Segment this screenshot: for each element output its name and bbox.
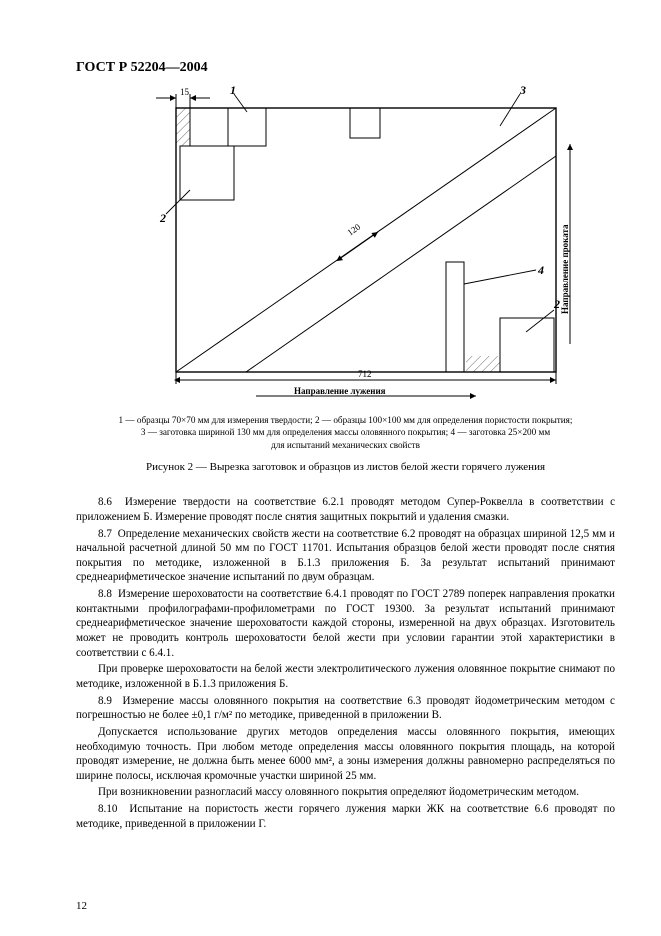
page-number: 12	[76, 900, 87, 912]
dim-diag-label: 120	[345, 221, 362, 237]
body-text: 8.6 Измерение твердости на соответствие …	[76, 495, 615, 831]
dim-15-label: 15	[180, 87, 190, 97]
figure-2: 15 120	[116, 84, 576, 404]
para-8-10: 8.10 Испытание на пористость жести горяч…	[76, 802, 615, 831]
legend-line-2: 3 — заготовка шириной 130 мм для определ…	[141, 427, 550, 437]
para-8-9b: Допускается использование других методов…	[76, 725, 615, 784]
callout-1: 1	[230, 84, 236, 97]
para-8-7: 8.7 Определение механических свойств жес…	[76, 527, 615, 586]
para-8-9: 8.9 Измерение массы оловянного покрытия …	[76, 694, 615, 723]
callout-3: 3	[519, 84, 526, 97]
dim-712-label: 712	[358, 369, 372, 379]
para-8-9c: При возникновении разногласий массу олов…	[76, 785, 615, 800]
para-8-6: 8.6 Измерение твердости на соответствие …	[76, 495, 615, 524]
para-8-8: 8.8 Измерение шероховатости на соответст…	[76, 587, 615, 660]
callout-2-right: 2	[553, 297, 560, 311]
legend-line-3: для испытаний механических свойств	[271, 440, 420, 450]
doc-header: ГОСТ Р 52204—2004	[76, 60, 615, 76]
legend-line-1: 1 — образцы 70×70 мм для измерения тверд…	[119, 415, 573, 425]
callout-4: 4	[537, 263, 544, 277]
page: ГОСТ Р 52204—2004 15	[0, 0, 661, 936]
callout-2-left: 2	[159, 211, 166, 225]
para-8-8b: При проверке шероховатости на белой жест…	[76, 662, 615, 691]
figure-legend: 1 — образцы 70×70 мм для измерения тверд…	[76, 414, 615, 451]
axis-horiz-label: Направление лужения	[294, 386, 386, 396]
axis-vert-label: Направление проката	[560, 224, 570, 314]
figure-title: Рисунок 2 — Вырезка заготовок и образцов…	[76, 461, 615, 473]
